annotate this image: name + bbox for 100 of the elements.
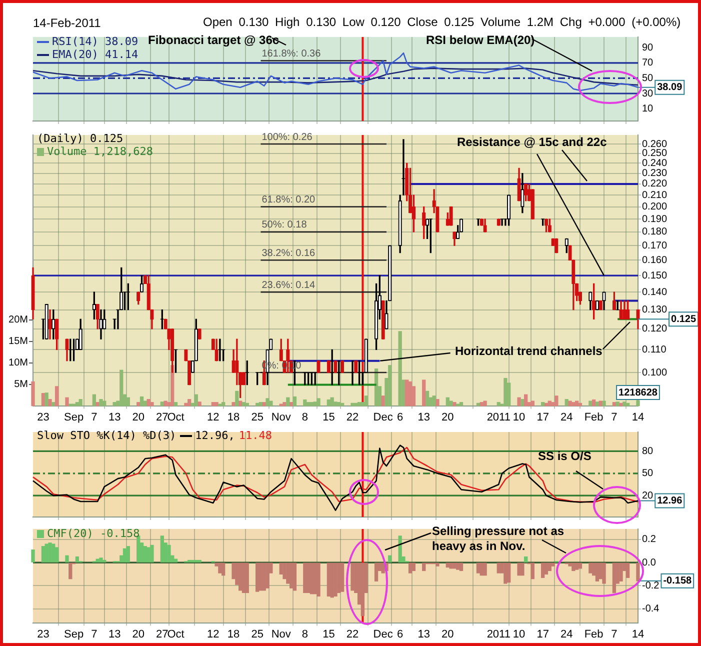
series-label: 161.8%: 0.36 [262,48,322,60]
x-tick-label: 15 [322,411,335,424]
x-tick-label: Oct [167,411,184,424]
y-tick-label: 0.230 [642,168,668,180]
x-tick-label: 20 [442,411,454,424]
annotation: Selling pressure not as heavy as in Nov. [432,524,566,554]
x-tick-label: 17 [536,628,549,640]
x-tick-label: 7 [611,411,618,424]
y-tick-label: 0.220 [642,178,668,190]
x-tick-label: 8 [302,628,308,640]
x-tick-label: 10 [512,628,526,640]
x-tick-label: 7 [611,628,618,640]
x-tick-label: 25 [251,628,264,640]
x-tick-label: 14 [632,411,644,424]
x-tick-label: 23 [37,628,50,640]
x-tick-label: 25 [251,411,264,424]
text: Open 0.130 High 0.130 Low 0.120 Close 0.125 Volume 1.2M Chg +0.000 (+0.00%) [203,15,681,30]
x-tick-label: 2011 [486,411,510,424]
x-tick-label: 27 [156,628,168,640]
y-tick-label: -0.4 [642,604,660,615]
legend-label: CMF(20) -0.158 [47,527,140,540]
annotation: 38.09 [657,82,683,94]
y-tick-label: 0.150 [642,270,668,282]
y-tick-label: 0.110 [642,344,667,356]
x-tick-label: 6 [397,628,404,640]
series-label: 50%: 0.18 [262,220,308,231]
x-tick-label: 2011 [486,628,510,640]
y-tick-label: 0.250 [642,148,668,160]
legend-label: RSI(14) 38.09 [52,35,138,48]
series-label: 61.8%: 0.20 [262,194,316,206]
series-label: 23.6%: 0.14 [262,280,316,291]
x-tick-label: Nov [271,628,292,640]
x-tick-label: 20 [132,411,144,424]
y-tick-label: 50 [642,72,654,84]
y-tick-label: 0.130 [642,304,668,316]
y-tick-label: 0.260 [642,138,668,150]
text: 11.48 [238,429,272,442]
legend-label: Volume 1,218,628 [47,145,153,158]
annotation: SS is O/S [538,449,592,464]
y-tick-label: 30 [642,88,654,100]
annotation: 0.125 [671,314,696,325]
y-tick-label: 0.100 [642,367,668,378]
legend-title: Slow STO %K(14) %D(3) [37,429,176,442]
y-tick-label: 0.180 [642,226,668,238]
y-tick-label: 0.240 [642,158,668,169]
x-tick-label: 22 [346,628,359,640]
y-tick-label: 20 [642,490,654,502]
annotation: -0.158 [663,576,692,587]
y-tick-label: -0.2 [642,580,660,592]
y-tick-label: 0.0 [642,557,656,568]
y-tick-label: 0.190 [642,214,668,225]
x-tick-label: 12 [207,411,220,424]
x-tick-label: 13 [108,411,121,424]
annotation: RSI below EMA(20) [426,33,535,48]
y-tick-label: 0.210 [642,190,668,201]
x-tick-label: Feb [584,411,604,424]
x-tick-label: 24 [560,628,573,640]
x-tick-label: 14 [632,628,644,640]
x-tick-label: 13 [108,628,121,640]
x-tick-label: 7 [91,411,98,424]
y-tick-label: 50 [642,468,654,480]
y-tick-label: 0.170 [642,240,668,252]
y-tick-label: 90 [642,42,654,54]
x-tick-label: 10 [512,411,526,424]
y2-tick-label: 10M [8,358,28,369]
x-tick-label: 27 [156,411,168,424]
series-label: 38.2%: 0.16 [262,248,316,259]
x-tick-label: 13 [418,411,430,424]
legend-label: EMA(20) 41.14 [52,48,138,61]
data-label: 1218628 [618,387,658,398]
x-tick-label: 7 [91,628,98,640]
y-tick-label: 80 [642,446,654,457]
x-tick-label: 20 [442,628,454,640]
y-tick-label: 0.2 [642,534,656,546]
y-tick-label: 10 [642,104,654,115]
x-tick-label: 24 [560,411,573,424]
x-tick-label: Dec [373,628,394,640]
x-tick-label: Dec [373,411,394,424]
x-tick-label: 13 [418,628,430,640]
y-tick-label: 0.120 [642,324,668,335]
x-tick-label: Sep [64,411,84,424]
legend-label: 12.96, [195,429,235,442]
x-tick-label: Feb [584,628,604,640]
y2-tick-label: 5M [14,379,28,390]
x-tick-label: 22 [346,411,359,424]
x-tick-label: 6 [397,411,404,424]
series-label: 100%: 0.26 [262,132,313,143]
annotation: Resistance @ 15c and 22c [457,135,607,150]
x-tick-label: 17 [536,411,549,424]
y-tick-label: 0.140 [642,286,668,298]
annotation: 12.96 [657,496,683,507]
x-tick-label: Oct [167,628,184,640]
x-tick-label: 12 [207,628,220,640]
x-tick-label: 20 [132,628,144,640]
annotation: Horizontal trend channels [455,344,602,359]
x-tick-label: 18 [227,628,240,640]
x-tick-label: 18 [227,411,240,424]
x-tick-label: 23 [37,411,50,424]
x-tick-label: Sep [64,628,84,640]
x-tick-label: 15 [322,628,335,640]
